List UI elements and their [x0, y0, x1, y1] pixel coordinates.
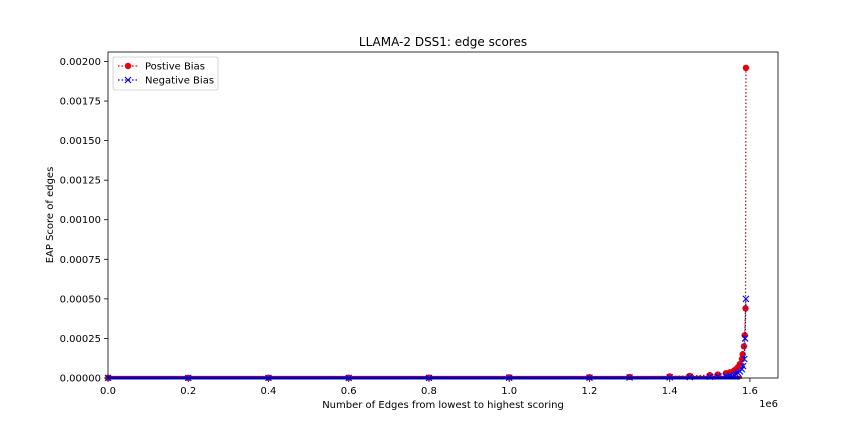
data-point — [739, 362, 747, 370]
y-tick-label: 0.00125 — [60, 176, 101, 187]
legend-box — [112, 56, 219, 91]
data-point — [739, 351, 746, 358]
legend-label: Negative Bias — [145, 76, 214, 87]
data-point — [742, 295, 750, 303]
x-tick-label: 0.8 — [421, 386, 437, 397]
x-tick-label: 1.2 — [581, 386, 597, 397]
data-point — [742, 64, 750, 72]
x-tick-label: 0.2 — [180, 386, 196, 397]
y-tick-label: 0.00200 — [60, 57, 101, 68]
legend-label: Postive Bias — [145, 62, 205, 73]
y-tick-label: 0.00175 — [60, 97, 101, 108]
x-offset-label: 1e6 — [759, 399, 778, 410]
data-point — [740, 355, 748, 363]
series-line — [108, 298, 747, 379]
y-axis-label: EAP Score of edges — [45, 167, 56, 264]
y-tick-label: 0.00100 — [60, 215, 101, 226]
y-tick-label: 0.00150 — [60, 136, 101, 147]
data-point — [706, 373, 714, 381]
legend: Postive Bias Negative Bias — [112, 56, 219, 91]
axis-ticks: 0.0 0.2 0.4 0.6 0.8 1.0 1.2 1.4 1.6 0.00000 0.0002… — [60, 57, 758, 397]
data-point — [686, 373, 694, 381]
data-point — [730, 371, 738, 379]
legend-marker — [124, 76, 132, 84]
x-axis-label: Number of Edges from lowest to highest s… — [322, 400, 564, 411]
plot-area — [104, 64, 750, 382]
data-point — [714, 373, 722, 380]
series-line — [108, 67, 747, 379]
data-point — [714, 371, 722, 378]
y-tick-label: 0.00000 — [60, 374, 101, 385]
x-tick-label: 0.4 — [261, 386, 277, 397]
data-point — [732, 370, 740, 378]
y-tick-label: 0.00075 — [60, 255, 101, 266]
x-tick-label: 1.0 — [501, 386, 517, 397]
y-tick-label: 0.00025 — [60, 334, 101, 345]
legend-marker — [124, 62, 132, 70]
x-tick-label: 1.4 — [662, 386, 678, 397]
series-negative-bias — [104, 295, 750, 382]
x-tick-label: 0.0 — [100, 386, 116, 397]
plot-frame — [107, 51, 779, 379]
data-point — [626, 374, 633, 381]
x-tick-label: 0.6 — [341, 386, 357, 397]
chart-title: LLAMA-2 DSS1: edge scores — [359, 35, 527, 49]
data-point — [666, 373, 674, 381]
data-point — [741, 335, 749, 342]
series-positive-bias — [104, 64, 750, 382]
data-point — [736, 360, 744, 368]
y-tick-label: 0.00050 — [60, 294, 101, 305]
x-tick-label: 1.6 — [742, 386, 758, 397]
data-point — [740, 343, 748, 350]
